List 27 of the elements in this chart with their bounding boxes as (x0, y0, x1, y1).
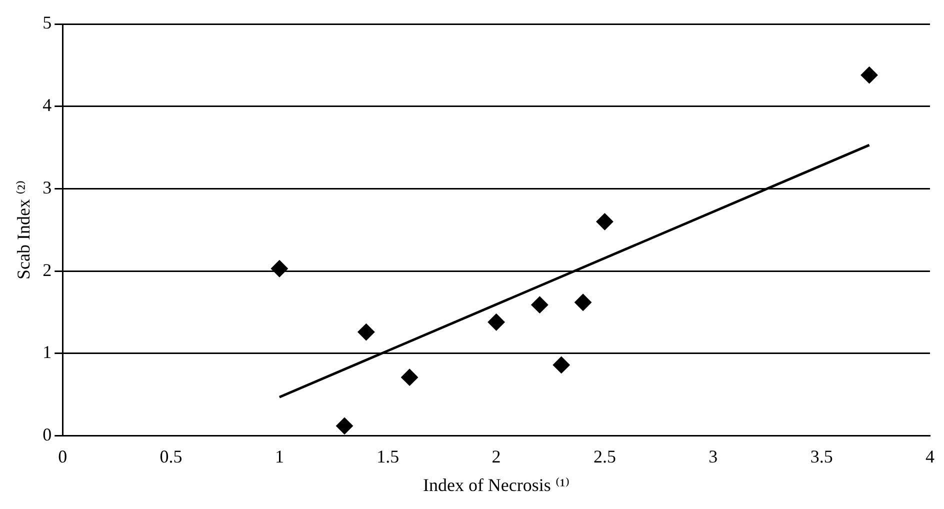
point (860, 66, 878, 84)
x-tick-label: 1 (274, 446, 284, 466)
x-tick-label: 4 (926, 446, 934, 466)
y-tick-label: 2 (42, 260, 52, 280)
y-tick-label: 4 (42, 95, 52, 116)
x-tick-label: 2 (492, 446, 501, 466)
point (336, 417, 354, 434)
x-tick-label: 3.5 (810, 446, 833, 466)
point (358, 324, 375, 341)
x-tick-label: 1.5 (376, 446, 400, 466)
point (574, 294, 592, 311)
y-tick-label: 0 (42, 424, 52, 445)
x-tick-label: 3 (708, 446, 718, 466)
point (270, 260, 288, 278)
y-tick-label: 5 (42, 12, 52, 33)
point (531, 296, 548, 314)
x-axis-title: Index of Necrosis ⁽¹⁾ (422, 474, 570, 495)
x-tick-label: 2.5 (593, 446, 616, 466)
y-tick-label: 1 (42, 342, 52, 362)
point (552, 356, 570, 374)
y-axis-title: Scab Index ⁽²⁾ (14, 180, 34, 280)
point (488, 314, 505, 331)
x-tick-label: 0.5 (160, 446, 182, 466)
x-tick-label: 0 (58, 446, 68, 466)
point (596, 213, 614, 230)
y-tick-label: 3 (42, 177, 52, 198)
point (401, 368, 418, 386)
